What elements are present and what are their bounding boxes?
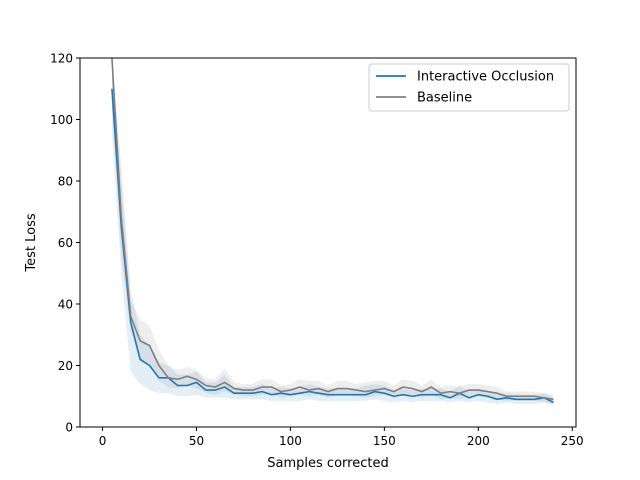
- y-tick-label: 60: [58, 236, 73, 250]
- y-axis-ticks: 0 20 40 60 80 100 120: [50, 52, 80, 435]
- series-lines: [111, 58, 554, 404]
- x-tick-label: 250: [561, 434, 584, 448]
- x-tick-label: 0: [99, 434, 107, 448]
- y-tick-label: 100: [50, 113, 73, 127]
- legend-label-series-1: Interactive Occlusion: [417, 70, 554, 85]
- y-tick-label: 80: [58, 175, 73, 189]
- x-tick-label: 200: [467, 434, 490, 448]
- series-line-1: [111, 88, 554, 404]
- x-axis-ticks: 0 50 100 150 200 250: [99, 427, 584, 448]
- y-tick-label: 40: [58, 298, 73, 312]
- x-tick-label: 50: [189, 434, 204, 448]
- x-tick-label: 150: [373, 434, 396, 448]
- confidence-bands: [111, 58, 554, 406]
- legend: Interactive Occlusion Baseline: [368, 63, 570, 112]
- series-line-2: [111, 58, 554, 401]
- x-axis-label: Samples corrected: [267, 456, 388, 471]
- legend-box: [368, 63, 570, 112]
- confidence-band-series-2: [111, 58, 554, 404]
- confidence-band-series-1: [111, 58, 554, 406]
- y-axis-label: Test Loss: [24, 213, 39, 272]
- legend-label-series-2: Baseline: [417, 91, 472, 106]
- x-tick-label: 100: [279, 434, 302, 448]
- y-tick-label: 120: [50, 52, 73, 66]
- y-tick-label: 20: [58, 359, 73, 373]
- y-tick-label: 0: [65, 421, 73, 435]
